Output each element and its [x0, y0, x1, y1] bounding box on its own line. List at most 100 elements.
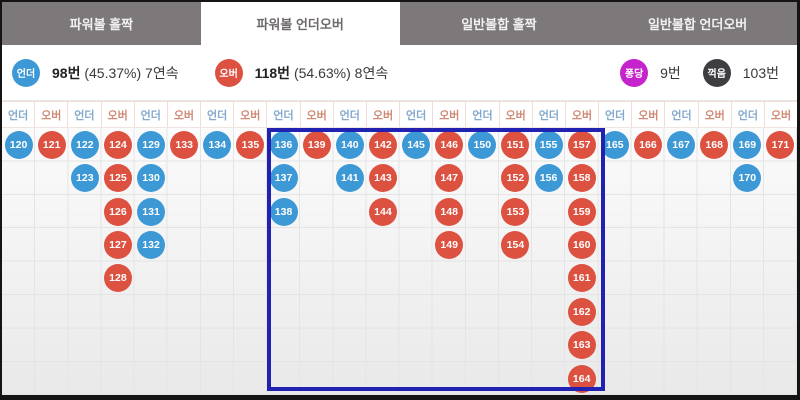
draw-circle: 129 [137, 130, 166, 159]
draw-circle: 125 [103, 164, 132, 193]
draw-circle: 143 [368, 164, 397, 193]
draw-circle: 121 [37, 130, 66, 159]
draw-circle: 139 [302, 130, 331, 159]
draw-circle: 136 [269, 130, 298, 159]
stats-bar: 언더 98번 (45.37%) 7연속 오버 118번 (54.63%) 8연속… [2, 45, 797, 101]
draw-circle: 163 [567, 331, 596, 360]
col-header-under: 언더 [266, 102, 299, 127]
col-header-under: 언더 [730, 102, 764, 127]
col-header-under: 언더 [531, 102, 565, 127]
powerball-stats-panel: 파워볼 홀짝 파워볼 언더오버 일반볼합 홀짝 일반볼합 언더오버 언더 98번 (4… [2, 2, 797, 395]
draw-circle: 148 [435, 197, 464, 226]
draw-circle: 134 [203, 130, 232, 159]
tab-1[interactable]: 파워볼 홀짝 [2, 2, 201, 45]
over-percent: (54.63%) [293, 64, 351, 81]
draw-circle: 126 [103, 197, 132, 226]
column-header-row: 언더 오버 언더 오버 언더 오버 언더 오버 언더 오버 언더 오버 언더 오버 언더 오버 언더 오버 언더 오버… [2, 101, 797, 128]
col-header-over: 오버 [564, 102, 598, 127]
draw-circle: 122 [70, 130, 99, 159]
draw-circle: 144 [368, 197, 397, 226]
col-header-under: 언더 [465, 102, 498, 127]
over-streak: 8연속 [354, 64, 389, 81]
draw-circle: 158 [567, 164, 596, 193]
over-badge: 오버 [214, 58, 243, 87]
draw-circle: 155 [534, 130, 563, 159]
draw-circle: 141 [335, 164, 364, 193]
draw-circle: 153 [501, 197, 530, 226]
under-badge: 언더 [12, 58, 40, 87]
draw-circle: 150 [468, 130, 497, 159]
col-header-over: 오버 [365, 102, 399, 127]
draw-circle: 123 [70, 164, 99, 193]
col-header-over: 오버 [631, 102, 664, 127]
draw-circle: 161 [567, 264, 596, 293]
draw-circle: 169 [733, 130, 762, 159]
draw-circle: 142 [368, 130, 397, 159]
draw-circle: 137 [269, 164, 298, 193]
col-header-over: 오버 [166, 102, 200, 127]
pongdang-badge: 퐁당 [620, 58, 649, 87]
draw-circle: 147 [435, 164, 464, 193]
draw-circle: 168 [700, 130, 729, 159]
col-header-over: 오버 [100, 102, 134, 127]
col-header-over: 오버 [432, 102, 465, 127]
under-stat-group: 언더 98번 (45.37%) 7연속 [12, 58, 179, 87]
col-header-under: 언더 [664, 102, 697, 127]
draw-circle: 151 [501, 130, 530, 159]
draw-circle: 171 [766, 130, 795, 159]
draw-circle: 152 [501, 164, 530, 193]
draw-circle: 149 [435, 230, 464, 259]
kkeokeum-stat-group: 꺽음 103번 [702, 58, 779, 87]
col-header-under: 언더 [399, 102, 432, 127]
draw-circle: 146 [435, 130, 464, 159]
draw-circle: 138 [269, 197, 298, 226]
tab-bar: 파워볼 홀짝 파워볼 언더오버 일반볼합 홀짝 일반볼합 언더오버 [2, 2, 797, 45]
draw-circle: 164 [567, 364, 596, 393]
draw-circle: 124 [103, 130, 132, 159]
draw-circle: 133 [170, 130, 199, 159]
col-header-under: 언더 [67, 102, 100, 127]
draw-circle: 130 [137, 164, 166, 193]
col-header-over: 오버 [299, 102, 333, 127]
col-header-over: 오버 [763, 102, 797, 127]
tab-4[interactable]: 일반볼합 언더오버 [598, 2, 797, 45]
pongdang-count: 9번 [660, 64, 681, 81]
streak-grid: 120 121 122 123 124 125 126 127 128 129 130 131 132 1… [2, 128, 797, 395]
col-header-under: 언더 [200, 102, 233, 127]
col-header-over: 오버 [498, 102, 532, 127]
draw-circle: 132 [137, 230, 166, 259]
over-count: 118번 [254, 64, 291, 81]
under-stat-text: 98번 (45.37%) 7연속 [52, 63, 179, 83]
draw-circle: 166 [633, 130, 662, 159]
draw-circle: 160 [567, 230, 596, 259]
draw-circle: 162 [567, 297, 596, 326]
tab-2[interactable]: 파워볼 언더오버 [200, 2, 400, 45]
kkeokeum-count: 103번 [742, 64, 779, 81]
draw-circle: 157 [567, 130, 596, 159]
draw-circle: 135 [236, 130, 265, 159]
over-stat-text: 118번 (54.63%) 8연속 [255, 63, 389, 83]
draw-circle: 159 [567, 197, 596, 226]
draw-circle: 120 [4, 130, 33, 159]
kkeokeum-badge: 꺽음 [702, 58, 731, 87]
draw-circle: 140 [335, 130, 364, 159]
pongdang-stat-group: 퐁당 9번 [620, 58, 681, 87]
draw-circle: 165 [600, 130, 629, 159]
draw-circle: 154 [501, 230, 530, 259]
under-percent: (45.37%) [84, 64, 142, 81]
over-stat-group: 오버 118번 (54.63%) 8연속 [214, 58, 389, 87]
draw-circle: 127 [103, 230, 132, 259]
under-count: 98번 [52, 64, 81, 81]
draw-circle: 170 [733, 164, 762, 193]
col-header-over: 오버 [34, 102, 67, 127]
tab-3[interactable]: 일반볼합 홀짝 [399, 2, 599, 45]
col-header-under: 언더 [332, 102, 366, 127]
draw-circle: 145 [402, 130, 431, 159]
col-header-over: 오버 [697, 102, 731, 127]
under-streak: 7연속 [145, 64, 179, 81]
col-header-under: 언더 [7, 109, 29, 122]
draw-circle: 128 [103, 264, 132, 293]
draw-circle: 156 [534, 164, 563, 193]
col-header-over: 오버 [233, 102, 266, 127]
